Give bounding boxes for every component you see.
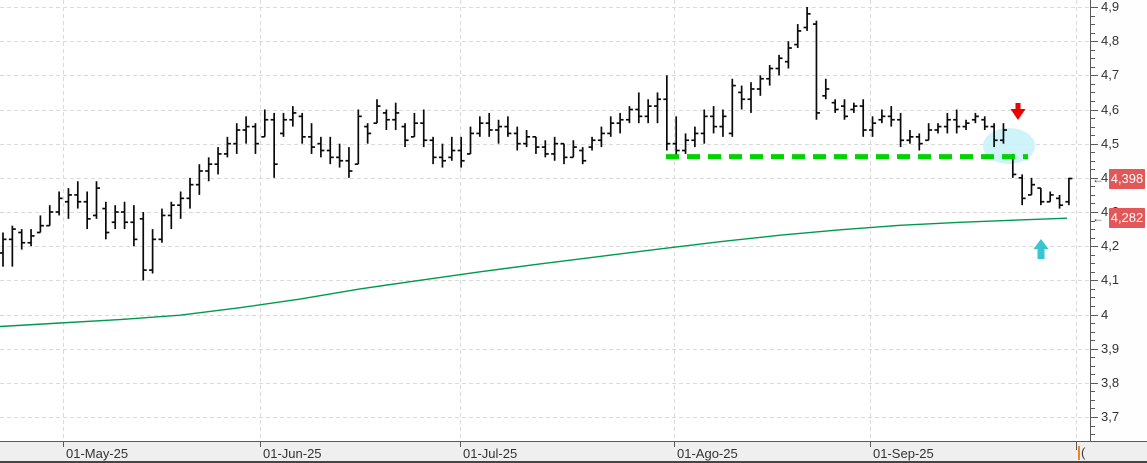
price-axis-label: 4,8	[1101, 33, 1120, 48]
price-axis-label: 4,9	[1101, 0, 1120, 14]
price-axis-tick	[1091, 263, 1095, 264]
price-axis-tick	[1091, 332, 1095, 333]
price-axis-tick	[1091, 144, 1098, 145]
price-axis-tick	[1091, 84, 1095, 85]
price-axis-tick	[1091, 426, 1095, 427]
price-axis-tick	[1091, 340, 1095, 341]
time-axis-label: 01-May-25	[66, 446, 129, 461]
price-axis-tick	[1091, 135, 1095, 136]
price-axis-tick	[1091, 195, 1095, 196]
price-axis-tick	[1091, 101, 1095, 102]
time-axis-label: 01-Sep-25	[873, 446, 934, 461]
price-axis-tick	[1091, 417, 1098, 418]
price-axis-tick	[1091, 161, 1095, 162]
price-axis-tick	[1091, 255, 1095, 256]
price-axis-label: 3,8	[1101, 375, 1120, 390]
current-date-tick	[1076, 442, 1077, 450]
price-axis-label: 4,2	[1101, 238, 1120, 253]
price-axis-tick	[1091, 118, 1095, 119]
ma-value-badge: 4,282	[1109, 208, 1145, 228]
clipped-current-date-label: (	[1078, 446, 1085, 460]
price-axis-tick	[1091, 16, 1095, 17]
last-price-pointer-icon: ←	[1092, 172, 1104, 186]
price-axis-label: 3,9	[1101, 341, 1120, 356]
time-axis-tick	[460, 442, 461, 447]
price-axis-tick	[1091, 186, 1095, 187]
last-price-badge: 4,398	[1109, 169, 1145, 189]
price-axis-tick	[1091, 434, 1095, 435]
gridlines	[0, 0, 1090, 441]
price-axis-tick	[1091, 289, 1095, 290]
price-axis-tick	[1091, 374, 1095, 375]
price-axis-tick	[1091, 67, 1095, 68]
price-axis-tick	[1091, 221, 1095, 222]
ma-value-pointer-icon: ←	[1092, 211, 1104, 225]
price-axis-tick	[1091, 315, 1098, 316]
price-axis-label: 4,5	[1101, 136, 1120, 151]
price-chart-plot-area[interactable]	[0, 0, 1090, 441]
price-axis-label: 4,1	[1101, 272, 1120, 287]
price-axis-tick	[1091, 41, 1098, 42]
price-axis-tick	[1091, 366, 1095, 367]
price-axis-tick	[1091, 178, 1098, 179]
sell-arrow-icon[interactable]	[1010, 103, 1026, 120]
price-axis-tick	[1091, 297, 1095, 298]
ohlc-bars	[0, 7, 1073, 281]
time-axis[interactable]: ( 01-May-25 01-Jun-25 01-Jul-25 01-Ago-25 01…	[0, 441, 1147, 463]
price-axis-tick	[1091, 280, 1098, 281]
time-axis-tick	[63, 442, 64, 447]
highlight-ellipse[interactable]	[983, 128, 1035, 164]
time-axis-tick	[260, 442, 261, 447]
price-axis-tick	[1091, 33, 1095, 34]
price-axis-tick	[1091, 357, 1095, 358]
price-axis-tick	[1091, 127, 1095, 128]
buy-arrow-icon[interactable]	[1033, 239, 1049, 259]
time-axis-tick	[674, 442, 675, 447]
price-axis-label: 4,7	[1101, 67, 1120, 82]
price-axis-tick	[1091, 238, 1095, 239]
price-axis-tick	[1091, 246, 1098, 247]
price-axis-tick	[1091, 203, 1095, 204]
price-axis-tick	[1091, 92, 1095, 93]
time-axis-label: 01-Ago-25	[677, 446, 738, 461]
price-axis-tick	[1091, 24, 1095, 25]
price-axis-tick	[1091, 110, 1098, 111]
price-axis-label: 3,7	[1101, 409, 1120, 424]
price-axis-tick	[1091, 58, 1095, 59]
time-axis-label: 01-Jun-25	[263, 446, 322, 461]
price-axis-tick	[1091, 75, 1098, 76]
price-axis-tick	[1091, 229, 1095, 230]
price-axis-tick	[1091, 212, 1098, 213]
price-axis-tick	[1091, 383, 1098, 384]
price-axis-tick	[1091, 152, 1095, 153]
moving-average-line[interactable]	[0, 217, 1068, 328]
time-axis-label: 01-Jul-25	[463, 446, 518, 461]
price-axis-tick	[1091, 349, 1098, 350]
price-axis[interactable]: ← 4,398 ← 4,282 3,73,83,944,14,24,34,44,…	[1090, 0, 1147, 441]
price-axis-tick	[1091, 391, 1095, 392]
price-axis-label: 4,6	[1101, 102, 1120, 117]
price-axis-tick	[1091, 50, 1095, 51]
price-axis-tick	[1091, 272, 1095, 273]
price-axis-tick	[1091, 408, 1095, 409]
price-axis-tick	[1091, 306, 1095, 307]
price-axis-tick	[1091, 169, 1095, 170]
price-axis-tick	[1091, 7, 1098, 8]
time-axis-tick	[870, 442, 871, 447]
price-axis-tick	[1091, 400, 1095, 401]
price-axis-label: 4	[1101, 307, 1109, 322]
price-axis-tick	[1091, 323, 1095, 324]
